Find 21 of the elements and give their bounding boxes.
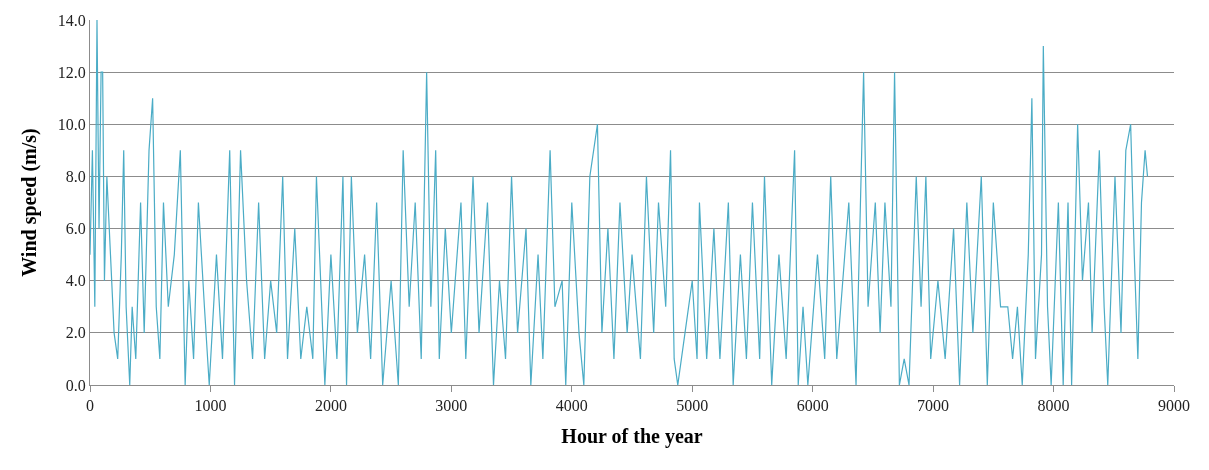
y-tick-label: 12.0: [57, 63, 86, 81]
x-tick-label: 3000: [435, 397, 468, 415]
line-series: [90, 20, 1149, 385]
x-tick-label: 1000: [194, 397, 227, 415]
y-tick-label: 6.0: [65, 220, 86, 238]
y-tick-label: 8.0: [65, 168, 86, 186]
y-tick-label: 2.0: [65, 324, 86, 342]
y-tick-label: 0.0: [65, 376, 86, 394]
x-tick-label: 0: [86, 397, 94, 415]
x-tick-label: 4000: [555, 397, 588, 415]
y-tick-label: 10.0: [57, 115, 86, 133]
x-axis-title: Hour of the year: [561, 424, 703, 448]
x-tick-label: 8000: [1037, 397, 1070, 415]
y-axis-title: Wind speed (m/s): [18, 128, 42, 277]
x-tick-label: 2000: [314, 397, 347, 415]
x-tick-label: 7000: [917, 397, 950, 415]
y-tick-label: 4.0: [65, 272, 86, 290]
x-tick-label: 6000: [796, 397, 829, 415]
x-tick-label: 5000: [676, 397, 709, 415]
y-tick-label: 14.0: [57, 11, 86, 29]
x-tick-label: 9000: [1158, 397, 1190, 415]
